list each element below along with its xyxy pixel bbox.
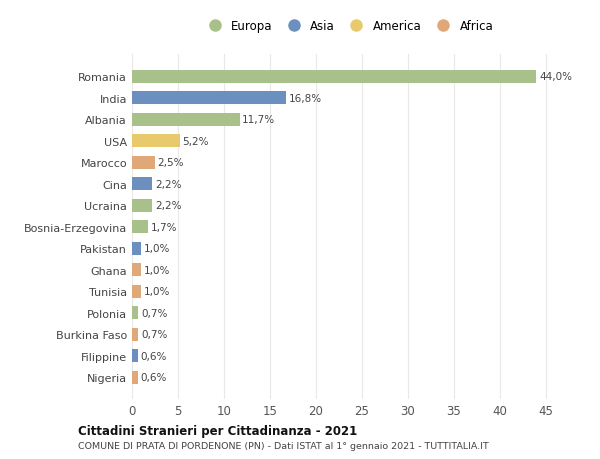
Text: 2,2%: 2,2% [155,201,181,211]
Bar [132,328,139,341]
Text: 16,8%: 16,8% [289,94,322,104]
Text: 0,6%: 0,6% [140,372,167,382]
Bar [132,371,137,384]
Bar [132,92,286,105]
Text: Cittadini Stranieri per Cittadinanza - 2021: Cittadini Stranieri per Cittadinanza - 2… [78,424,357,437]
Bar [132,263,141,276]
Text: 44,0%: 44,0% [539,72,572,82]
Text: 0,7%: 0,7% [141,330,167,339]
Bar [132,113,239,127]
Text: COMUNE DI PRATA DI PORDENONE (PN) - Dati ISTAT al 1° gennaio 2021 - TUTTITALIA.I: COMUNE DI PRATA DI PORDENONE (PN) - Dati… [78,441,489,450]
Bar [132,221,148,234]
Bar [132,242,141,255]
Bar [132,157,155,169]
Text: 11,7%: 11,7% [242,115,275,125]
Text: 2,5%: 2,5% [158,158,184,168]
Bar [132,71,536,84]
Text: 0,6%: 0,6% [140,351,167,361]
Text: 1,0%: 1,0% [144,265,170,275]
Bar [132,135,180,148]
Text: 1,0%: 1,0% [144,286,170,297]
Text: 5,2%: 5,2% [182,136,209,146]
Bar [132,285,141,298]
Text: 1,0%: 1,0% [144,244,170,254]
Legend: Europa, Asia, America, Africa: Europa, Asia, America, Africa [203,20,493,33]
Bar [132,349,137,362]
Bar [132,178,152,191]
Bar [132,307,139,319]
Text: 0,7%: 0,7% [141,308,167,318]
Text: 2,2%: 2,2% [155,179,181,189]
Text: 1,7%: 1,7% [151,222,177,232]
Bar [132,199,152,212]
